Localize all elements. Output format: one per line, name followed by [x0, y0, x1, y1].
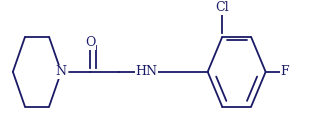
Text: HN: HN [136, 65, 157, 78]
Text: O: O [85, 36, 95, 49]
Text: N: N [56, 65, 67, 78]
Text: F: F [281, 65, 289, 78]
Text: Cl: Cl [215, 1, 229, 14]
